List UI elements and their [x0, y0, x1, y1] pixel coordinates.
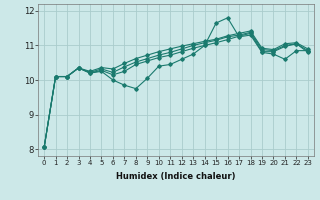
X-axis label: Humidex (Indice chaleur): Humidex (Indice chaleur) — [116, 172, 236, 181]
